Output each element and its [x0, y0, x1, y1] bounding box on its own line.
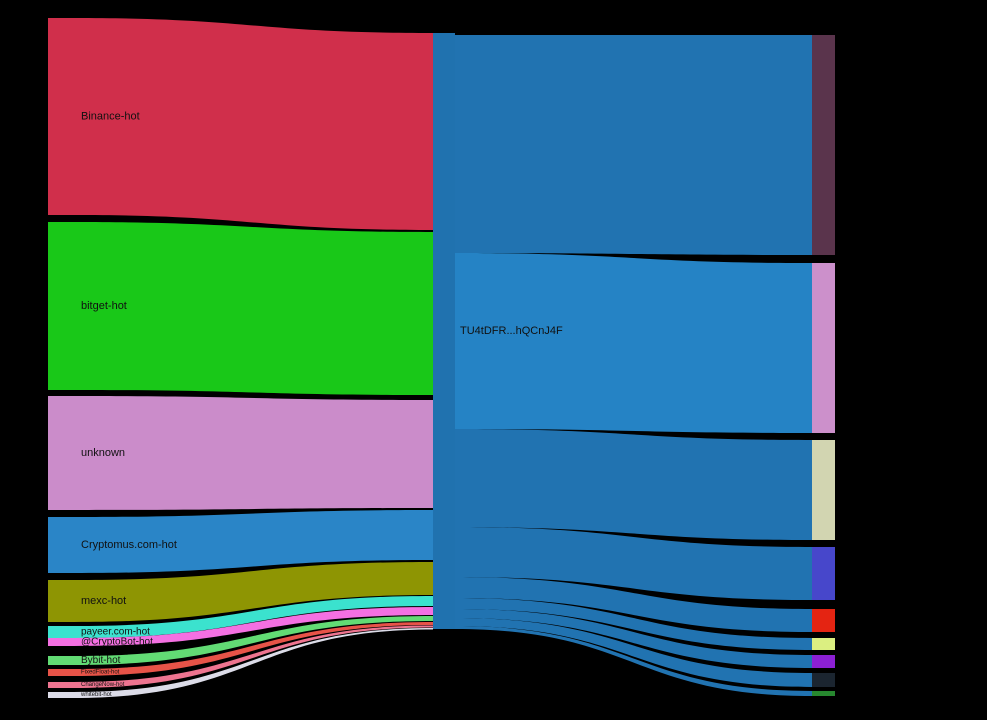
source-link-band[interactable]: [74, 222, 433, 395]
source-node-bar[interactable]: [48, 682, 74, 688]
source-link-band[interactable]: [74, 18, 433, 230]
source-node-bar[interactable]: [48, 517, 74, 573]
source-node-bar[interactable]: [48, 580, 74, 622]
source-node-bar[interactable]: [48, 669, 74, 676]
source-node-label: unknown: [81, 447, 125, 459]
source-node-label: payeer.com-hot: [81, 627, 150, 638]
source-link-band[interactable]: [74, 396, 433, 510]
destination-node-bar[interactable]: [812, 609, 835, 632]
outflow-link-band[interactable]: [455, 577, 812, 632]
source-node-bar[interactable]: [48, 626, 74, 638]
source-link-band[interactable]: [74, 510, 433, 573]
destination-node-bar[interactable]: [812, 691, 835, 696]
source-link-band[interactable]: [74, 596, 433, 638]
source-node-bar[interactable]: [48, 18, 74, 215]
source-node-bar[interactable]: [48, 692, 74, 698]
source-node-label: FixedFloat-hot: [81, 670, 120, 676]
outflow-link-band[interactable]: [455, 253, 812, 433]
source-node-label: Cryptomus.com-hot: [81, 539, 177, 551]
destination-node-bar[interactable]: [812, 673, 835, 687]
source-node-label: Binance-hot: [81, 111, 140, 123]
source-node-bar[interactable]: [48, 396, 74, 510]
source-link-band[interactable]: [74, 616, 433, 665]
destination-node-bar[interactable]: [812, 655, 835, 668]
outflow-link-band[interactable]: [455, 618, 812, 687]
source-node-label: mexc-hot: [81, 595, 126, 607]
source-node-label: whitebit-hot: [80, 692, 112, 698]
source-node-bar[interactable]: [48, 638, 74, 646]
source-link-band[interactable]: [74, 622, 433, 676]
outflow-link-band[interactable]: [455, 35, 812, 255]
source-link-band[interactable]: [74, 625, 433, 689]
destination-node-bar[interactable]: [812, 547, 835, 600]
source-node-bar[interactable]: [48, 222, 74, 390]
source-node-label: ChangeNow-hot: [81, 682, 125, 688]
source-node-label: @CryptoBot-hot: [81, 637, 153, 648]
outflow-link-band[interactable]: [455, 527, 812, 600]
destination-node-bar[interactable]: [812, 263, 835, 433]
source-node-label: bitget-hot: [81, 300, 127, 312]
destination-node-bar[interactable]: [812, 440, 835, 540]
outflow-link-band[interactable]: [455, 598, 812, 650]
outflow-link-band[interactable]: [455, 626, 812, 696]
source-link-band[interactable]: [74, 607, 433, 646]
center-node-label: TU4tDFR...hQCnJ4F: [460, 325, 563, 337]
source-node-bar[interactable]: [48, 656, 74, 665]
destination-node-bar[interactable]: [812, 35, 835, 255]
source-link-band[interactable]: [74, 562, 433, 622]
source-link-band[interactable]: [74, 628, 433, 698]
outflow-link-band[interactable]: [455, 429, 812, 540]
destination-node-bar[interactable]: [812, 638, 835, 650]
center-node-bar[interactable]: [433, 33, 455, 629]
outflow-link-band[interactable]: [455, 609, 812, 668]
source-node-label: Bybit-hot: [81, 655, 121, 666]
